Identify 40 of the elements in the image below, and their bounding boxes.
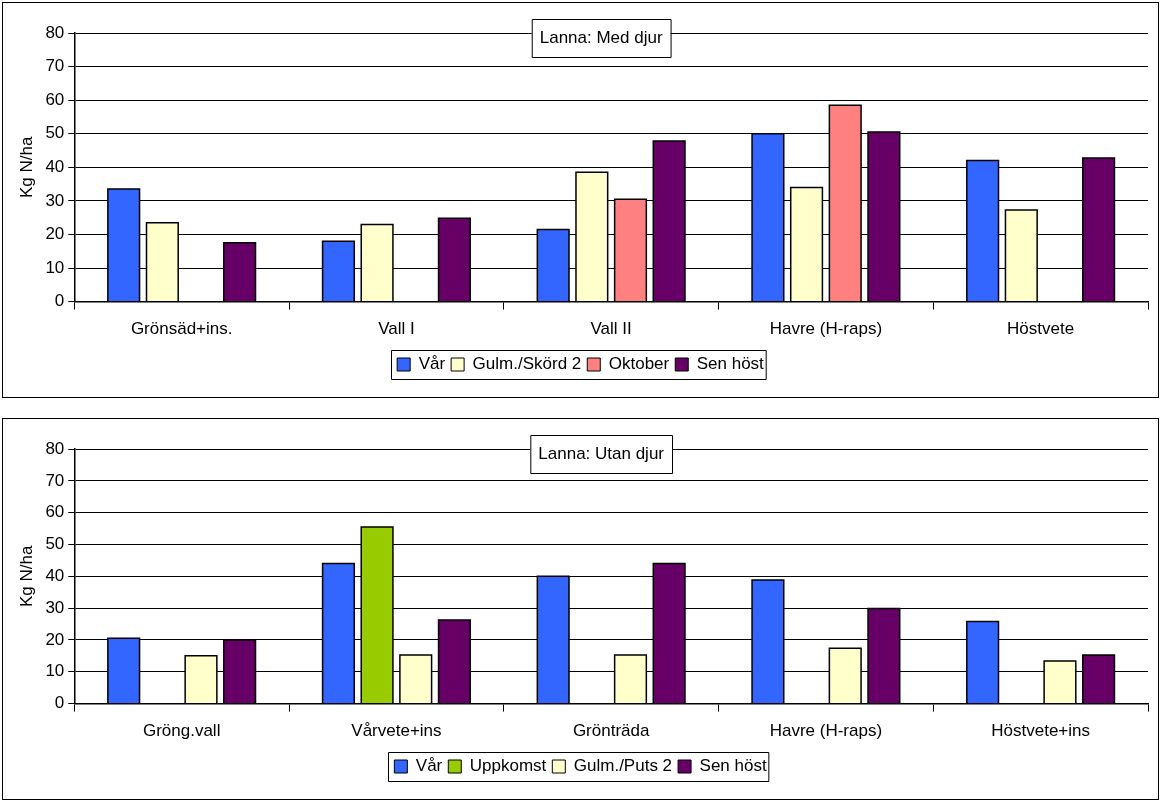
- y-tick-label: 70: [45, 56, 65, 76]
- x-tick-label: Havre (H-raps): [769, 319, 883, 339]
- y-tick-label: 0: [54, 291, 65, 311]
- y-tick-label: 60: [45, 89, 65, 109]
- y-tick-label: 30: [45, 190, 65, 210]
- y-tick-label: 40: [45, 565, 65, 585]
- y-axis-title: Kg N/ha: [16, 136, 36, 199]
- y-axis-title: Kg N/ha: [16, 545, 36, 608]
- legend-label: Gulm./Skörd 2: [472, 354, 582, 374]
- legend-label: Uppkomst: [469, 756, 547, 776]
- y-tick-label: 40: [45, 156, 65, 176]
- y-tick-label: 20: [45, 629, 65, 649]
- legend-label: Vår: [418, 354, 446, 374]
- legend-label: Sen höst: [699, 756, 767, 776]
- chart-title: Lanna: Med djur: [539, 27, 663, 47]
- x-tick-label: Grönsäd+ins.: [130, 319, 233, 339]
- x-tick-label: Gröng.vall: [142, 721, 221, 741]
- legend-label: Vår: [415, 756, 443, 776]
- legend-label: Oktober: [608, 354, 670, 374]
- y-tick-label: 80: [45, 22, 65, 42]
- legend-label: Sen höst: [696, 354, 765, 374]
- y-tick-label: 10: [45, 257, 65, 277]
- y-tick-label: 50: [45, 123, 65, 143]
- legend-label: Gulm./Puts 2: [573, 756, 673, 776]
- y-tick-label: 80: [45, 438, 65, 458]
- y-tick-label: 60: [45, 502, 65, 522]
- x-tick-label: Havre (H-raps): [769, 721, 883, 741]
- y-tick-label: 10: [45, 661, 65, 681]
- y-tick-label: 30: [45, 597, 65, 617]
- y-tick-label: 20: [45, 224, 65, 244]
- y-tick-label: 70: [45, 470, 65, 490]
- x-tick-label: Grönträda: [572, 721, 650, 741]
- x-tick-label: Vall I: [378, 319, 415, 339]
- x-tick-label: Höstvete: [1007, 319, 1075, 339]
- chart-title: Lanna: Utan djur: [538, 443, 665, 463]
- y-tick-label: 0: [54, 693, 65, 713]
- y-tick-label: 50: [45, 534, 65, 554]
- x-tick-label: Vårvete+ins: [351, 721, 442, 741]
- x-tick-label: Vall II: [590, 319, 632, 339]
- x-tick-label: Höstvete+ins: [991, 721, 1091, 741]
